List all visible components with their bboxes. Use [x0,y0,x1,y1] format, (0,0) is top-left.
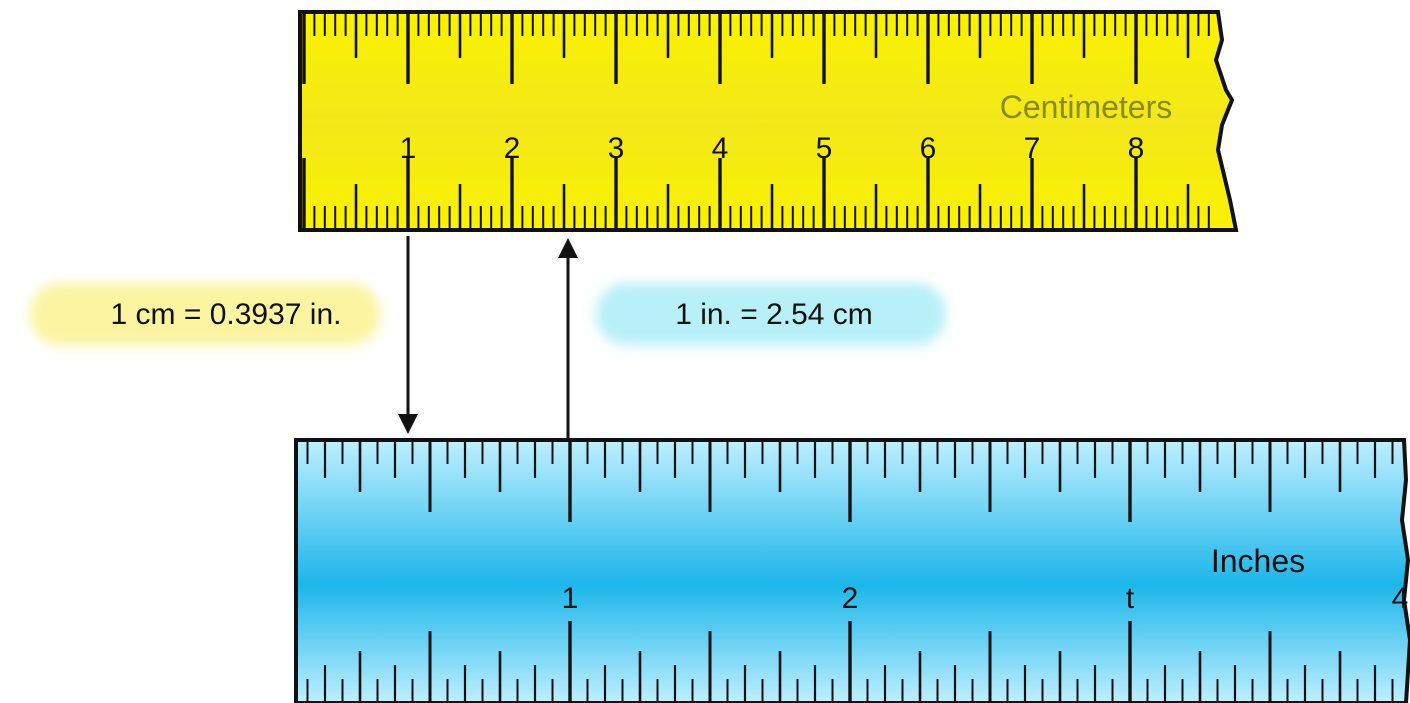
centimeter-ticks [302,14,1210,228]
inch-to-cm-text: 1 in. = 2.54 cm [675,298,873,331]
cm-number-6: 6 [920,132,937,165]
centimeter-numbers: 1 2 3 4 5 6 7 8 [400,132,1145,165]
cm-to-inch-text: 1 cm = 0.3937 in. [111,298,342,331]
centimeter-ruler: 1 2 3 4 5 6 7 8 Centimeters [298,10,1239,232]
inch-ticks [306,442,1394,701]
inch-number-3: t [1126,582,1135,615]
cm-number-2: 2 [504,132,521,165]
inch-to-cm-box-bg [596,283,946,345]
inches-label: Inches [1211,543,1305,579]
cm-number-4: 4 [712,132,729,165]
arrow-down-icon [398,236,418,434]
inch-number-4: 4 [1392,582,1409,615]
cm-number-1: 1 [400,132,417,165]
centimeters-label: Centimeters [1000,89,1173,125]
cm-number-8: 8 [1128,132,1145,165]
inch-number-1: 1 [562,582,579,615]
cm-number-3: 3 [608,132,625,165]
cm-number-7: 7 [1024,132,1041,165]
inch-numbers: 1 2 t 4 [562,582,1409,615]
inch-to-cm-box: 1 in. = 2.54 cm [596,283,946,345]
cm-to-inch-box: 1 cm = 0.3937 in. [30,283,380,345]
inch-number-2: 2 [842,582,859,615]
cm-number-5: 5 [816,132,833,165]
cm-to-inch-box-bg [30,283,380,345]
arrow-up-icon [558,238,578,440]
centimeter-ruler-body [298,10,1239,232]
inch-ruler: 1 2 t 4 Inches [294,438,1410,703]
